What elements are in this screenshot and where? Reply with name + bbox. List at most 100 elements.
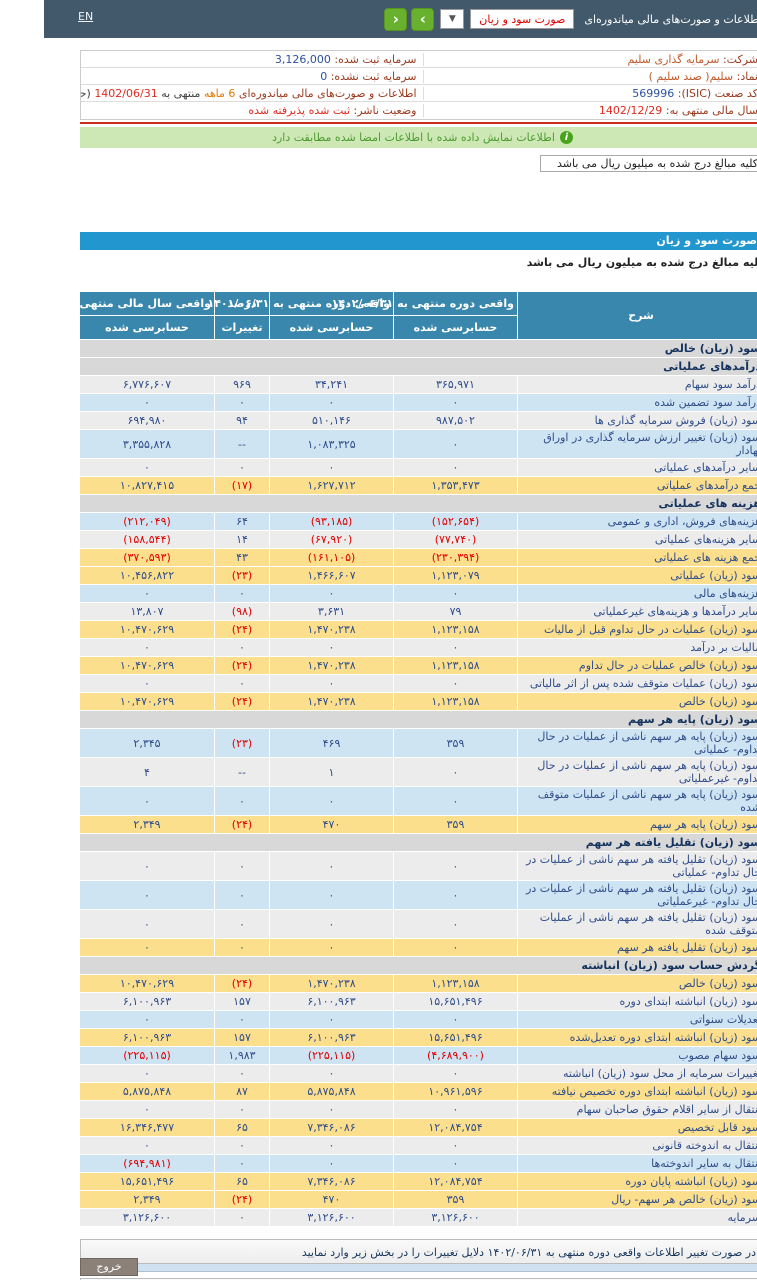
row-value: ۰ <box>350 1137 474 1155</box>
row-value: ۰ <box>171 1065 226 1083</box>
row-value: ۳۵۹ <box>350 729 474 758</box>
table-row: هزینه‌های فروش، اداری و عمومی (۱۵۲,۶۵۴) (۹… <box>36 513 721 531</box>
row-label: سود (زیان) پایه هر سهم ناشی از عملیات مت… <box>474 787 721 816</box>
exit-button[interactable]: خروج <box>36 1258 94 1276</box>
row-value: ۱۰,۴۷۰,۶۲۹ <box>36 657 171 675</box>
table-row: انتقال به اندوخته قانونی ۰ ۰ ۰ ۰ <box>36 1137 721 1155</box>
row-value: ۳,۳۵۵,۸۲۸ <box>36 430 171 459</box>
table-row: هزینه‌های مالی ۰ ۰ ۰ ۰ <box>36 585 721 603</box>
header-period-1401: واقعی دوره منتهی به ۱۴۰۱/۰۶/۳۱ <box>226 292 350 316</box>
row-value: ۱۰,۴۷۰,۶۲۹ <box>36 693 171 711</box>
row-value: ۰ <box>36 910 171 939</box>
row-label: مالیات بر درآمد <box>474 639 721 657</box>
row-value: ۷۹ <box>350 603 474 621</box>
row-value: ۰ <box>171 1155 226 1173</box>
row-value: ۰ <box>350 394 474 412</box>
change-reason-note[interactable]: در صورت تغییر اطلاعات واقعی دوره منتهی ب… <box>36 1239 721 1264</box>
table-row: جمع درآمدهای عملیاتی ۱,۳۵۳,۴۷۳ ۱,۶۲۷,۷۱۲ (۱… <box>36 477 721 495</box>
row-value: ۰ <box>350 758 474 787</box>
row-value: ۰ <box>350 1101 474 1119</box>
row-value: ۴۳ <box>171 549 226 567</box>
table-row: سایر هزینه‌های عملیاتی (۷۷,۷۴۰) (۶۷,۹۲۰) ۱۴… <box>36 531 721 549</box>
row-value: ۰ <box>350 675 474 693</box>
table-row: انتقال به سایر اندوخته‌ها ۰ ۰ ۰ (۶۹۴,۹۸۱) <box>36 1155 721 1173</box>
info-row: شرکت: سرمایه گذاری سلیم سرمایه ثبت شده: 3… <box>37 51 720 68</box>
row-value: ۰ <box>226 910 350 939</box>
row-label: سود (زیان) پایه هر سهم ناشی از عملیات در… <box>474 758 721 787</box>
row-value: ۶۴ <box>171 513 226 531</box>
row-value: ۹۴ <box>171 412 226 430</box>
clipboard-icon <box>728 8 745 30</box>
prev-report-button[interactable]: ‹ <box>340 8 363 31</box>
row-value: ۹۸۷,۵۰۲ <box>350 412 474 430</box>
row-label: درآمد سود سهام <box>474 376 721 394</box>
company-info-table: شرکت: سرمایه گذاری سلیم سرمایه ثبت شده: 3… <box>36 50 721 120</box>
row-value: ۰ <box>171 881 226 910</box>
income-statement-table: شرح واقعی دوره منتهی به ۱۴۰۲/۰۶/۳۱ واقعی… <box>35 291 721 1227</box>
row-value: ۹۶۹ <box>171 376 226 394</box>
top-navigation-bar: اطلاعات و صورت‌های مالی میاندوره‌ای صورت… <box>0 0 757 38</box>
row-value: ۱ <box>226 758 350 787</box>
section-row: درآمدهای عملیاتی <box>36 358 721 376</box>
page-content: شرکت: سرمایه گذاری سلیم سرمایه ثبت شده: 3… <box>36 50 721 1280</box>
header-fiscal-year: واقعی سال مالی منتهی به ۱۴۰۱/۱۲/۲۹ <box>36 292 171 316</box>
table-row: سرمایه ۳,۱۲۶,۶۰۰ ۳,۱۲۶,۶۰۰ ۰ ۳,۱۲۶,۶۰۰ <box>36 1209 721 1227</box>
header-description: شرح <box>474 292 721 340</box>
info-cell: سال مالی منتهی به: 1402/12/29 <box>379 104 721 117</box>
language-toggle-en[interactable]: EN <box>34 10 49 23</box>
header-audited-1402: حسابرسی شده <box>350 316 474 340</box>
info-cell: اطلاعات و صورت‌های مالی میاندوره‌ای 6 ما… <box>37 87 379 100</box>
table-row: سود (زیان) پایه هر سهم ناشی از عملیات در… <box>36 729 721 758</box>
row-label: سایر درآمدها و هزینه‌های غیرعملیاتی <box>474 603 721 621</box>
row-value: ۱,۹۸۳ <box>171 1047 226 1065</box>
row-label: سود (زیان) عملیاتی <box>474 567 721 585</box>
row-value: -- <box>171 430 226 459</box>
chevron-down-icon[interactable]: ▼ <box>396 9 420 29</box>
table-row: سود (زیان) تقلیل یافته هر سهم ۰ ۰ ۰ ۰ <box>36 939 721 957</box>
row-value: ۰ <box>171 939 226 957</box>
row-label: درآمد سود تضمین شده <box>474 394 721 412</box>
row-value: ۰ <box>36 1137 171 1155</box>
header-period-1402: واقعی دوره منتهی به ۱۴۰۲/۰۶/۳۱ <box>350 292 474 316</box>
info-cell: سرمایه ثبت نشده: 0 <box>37 70 379 83</box>
table-row: سود (زیان) تغییر ارزش سرمایه گذاری در او… <box>36 430 721 459</box>
row-value: ۰ <box>226 787 350 816</box>
info-cell: وضعیت ناشر: ثبت شده پذیرفته شده <box>37 104 379 117</box>
row-value: ۵,۸۷۵,۸۴۸ <box>36 1083 171 1101</box>
row-label: سود (زیان) خالص هر سهم- ریال <box>474 1191 721 1209</box>
row-value: ۳,۱۲۶,۶۰۰ <box>36 1209 171 1227</box>
row-label: تعدیلات سنواتی <box>474 1011 721 1029</box>
row-value: ۱,۴۷۰,۲۳۸ <box>226 621 350 639</box>
table-row: سود (زیان) خالص ۱,۱۲۳,۱۵۸ ۱,۴۷۰,۲۳۸ (۲۴) ۱۰,… <box>36 975 721 993</box>
row-value: ۰ <box>171 394 226 412</box>
table-row: درآمد سود تضمین شده ۰ ۰ ۰ ۰ <box>36 394 721 412</box>
row-value: (۱۵۲,۶۵۴) <box>350 513 474 531</box>
row-label: سود (زیان) خالص <box>474 975 721 993</box>
row-value: ۰ <box>171 1011 226 1029</box>
row-value: ۶۹۴,۹۸۰ <box>36 412 171 430</box>
section-row: سود (زیان) خالص <box>36 340 721 358</box>
next-report-button[interactable]: › <box>367 8 390 31</box>
section-row: سود (زیان) پایه هر سهم <box>36 711 721 729</box>
row-value: ۰ <box>350 881 474 910</box>
red-divider <box>36 122 721 124</box>
row-value: ۰ <box>36 881 171 910</box>
row-value: ۱,۳۵۳,۴۷۳ <box>350 477 474 495</box>
info-cell: سرمایه ثبت شده: 3,126,000 <box>37 53 379 66</box>
row-label: جمع هزینه های عملیاتی <box>474 549 721 567</box>
row-value: ۰ <box>36 1065 171 1083</box>
row-label: سود (زیان) عملیات در حال تداوم قبل از ما… <box>474 621 721 639</box>
table-row: سود (زیان) انباشته پایان دوره ۱۲,۰۸۴,۷۵۴ ۷… <box>36 1173 721 1191</box>
table-row: سود (زیان) عملیات متوقف شده پس از اثر ما… <box>36 675 721 693</box>
report-type-select[interactable]: صورت سود و زیان <box>426 9 530 29</box>
section-label: هزینه های عملیاتی <box>36 495 721 513</box>
row-value: ۱۴ <box>171 531 226 549</box>
row-value: ۰ <box>226 1155 350 1173</box>
row-label: سود قابل تخصیص <box>474 1119 721 1137</box>
row-label: سود (زیان) انباشته ابتدای دوره <box>474 993 721 1011</box>
row-value: ۶,۷۷۶,۶۰۷ <box>36 376 171 394</box>
info-icon: i <box>516 131 529 144</box>
row-value: ۱,۱۲۳,۱۵۸ <box>350 975 474 993</box>
row-value: ۶۵ <box>171 1173 226 1191</box>
row-value: (۳۷۰,۵۹۳) <box>36 549 171 567</box>
